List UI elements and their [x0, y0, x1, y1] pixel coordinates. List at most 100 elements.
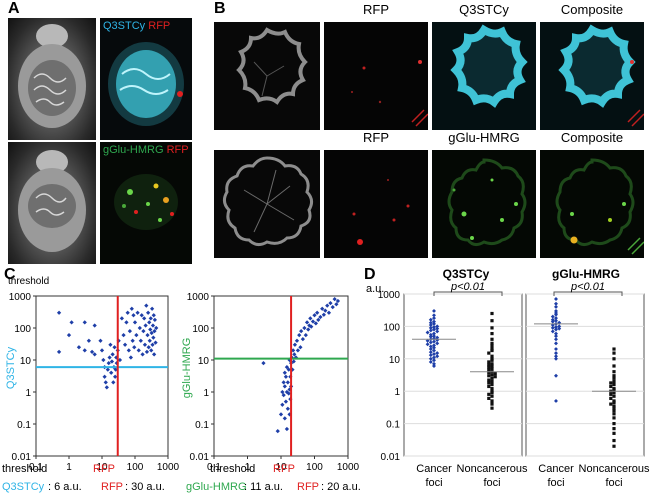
y-tick-label: 10 — [20, 356, 32, 367]
y-tick-label: 1 — [203, 388, 209, 399]
data-point — [56, 310, 62, 315]
data-point — [428, 344, 433, 349]
data-point — [487, 392, 491, 396]
x-label-rfp: RFP — [273, 463, 295, 475]
data-point — [328, 300, 333, 306]
data-point — [487, 363, 491, 367]
data-point — [147, 320, 152, 325]
data-point — [487, 368, 491, 372]
colon-section-image — [222, 156, 314, 247]
data-point — [490, 348, 494, 353]
a-top-probe-title: Q3STCy — [103, 20, 146, 32]
data-point — [612, 347, 616, 351]
x-label-threshold: threshold — [2, 463, 47, 475]
fluorescence-top: Q3STCy RFP — [100, 18, 192, 140]
data-point — [490, 379, 494, 384]
data-point — [136, 348, 141, 353]
data-point — [103, 380, 108, 385]
data-point — [490, 341, 494, 345]
data-point — [554, 327, 558, 332]
data-point — [326, 310, 332, 315]
data-point — [82, 320, 87, 325]
data-point — [127, 328, 133, 334]
b-row1-title-1: Q3STCy — [459, 2, 509, 17]
x-category-label: Noncancerous — [579, 463, 650, 475]
x-tick-label: 0.1 — [29, 462, 43, 473]
data-point — [612, 406, 616, 410]
data-point — [612, 400, 616, 405]
panel-b-label: B — [214, 0, 226, 17]
data-point — [490, 358, 494, 362]
data-point — [612, 388, 616, 392]
b-row2-title-1: gGlu-HMRG — [448, 130, 520, 145]
data-point — [321, 312, 326, 317]
x-label-threshold: threshold — [210, 463, 255, 475]
x-label-rfp: RFP — [93, 463, 115, 475]
caption-probe-value: : 6 a.u. — [48, 481, 82, 493]
x-category-label: Cancer — [416, 463, 452, 475]
data-point — [146, 310, 151, 315]
data-point — [554, 318, 558, 323]
data-point — [112, 345, 117, 350]
data-point — [151, 335, 156, 340]
data-point — [428, 320, 433, 325]
data-point — [109, 370, 114, 375]
data-point — [487, 365, 491, 369]
data-point — [432, 339, 436, 344]
mouse-photo-bottom — [8, 142, 96, 264]
data-point — [490, 399, 494, 403]
data-point — [330, 304, 335, 310]
data-point — [280, 402, 285, 407]
data-point — [428, 340, 433, 345]
data-point — [612, 422, 616, 426]
data-point — [306, 327, 311, 332]
data-point — [142, 316, 147, 321]
y-tick-label: 100 — [14, 324, 31, 335]
data-point — [428, 353, 433, 358]
data-point — [151, 313, 156, 318]
data-point — [138, 338, 143, 343]
data-point — [302, 325, 307, 331]
data-point — [126, 348, 131, 353]
data-point — [490, 394, 494, 398]
data-point — [490, 366, 494, 371]
data-point — [554, 316, 558, 321]
caption-probe: Q3STCy — [2, 481, 45, 493]
data-point — [432, 355, 436, 360]
data-point — [612, 394, 616, 398]
data-point — [554, 304, 558, 309]
data-point — [554, 341, 558, 346]
y-tick-label: 0.1 — [386, 420, 400, 431]
data-point — [148, 316, 153, 321]
a-bottom-probe-title: gGlu-HMRG — [103, 144, 164, 156]
data-point — [140, 352, 145, 357]
data-point — [493, 375, 497, 379]
data-point — [283, 374, 289, 379]
data-point — [490, 376, 494, 380]
x-category-label: Cancer — [538, 463, 574, 475]
data-point — [122, 342, 128, 347]
x-category-label: foci — [425, 477, 442, 489]
data-point — [303, 332, 308, 338]
data-point — [490, 337, 494, 341]
caption-rfp-value: : 20 a.u. — [321, 481, 361, 493]
data-point — [295, 348, 301, 353]
data-point — [310, 319, 316, 324]
data-point — [554, 331, 558, 336]
data-point — [557, 324, 562, 329]
data-point — [490, 406, 494, 410]
x-tick-label: 100 — [127, 462, 144, 473]
x-category-label: foci — [605, 477, 622, 489]
data-point — [76, 345, 82, 350]
data-point — [135, 310, 140, 315]
y-tick-label: 100 — [192, 324, 209, 335]
plot-frame — [213, 295, 349, 457]
colon-section-image — [450, 24, 528, 108]
y-tick-label: 0.01 — [190, 452, 210, 463]
data-point — [297, 332, 302, 338]
x-category-label: foci — [483, 477, 500, 489]
x-tick-label: 100 — [306, 462, 323, 473]
data-point — [113, 374, 118, 379]
